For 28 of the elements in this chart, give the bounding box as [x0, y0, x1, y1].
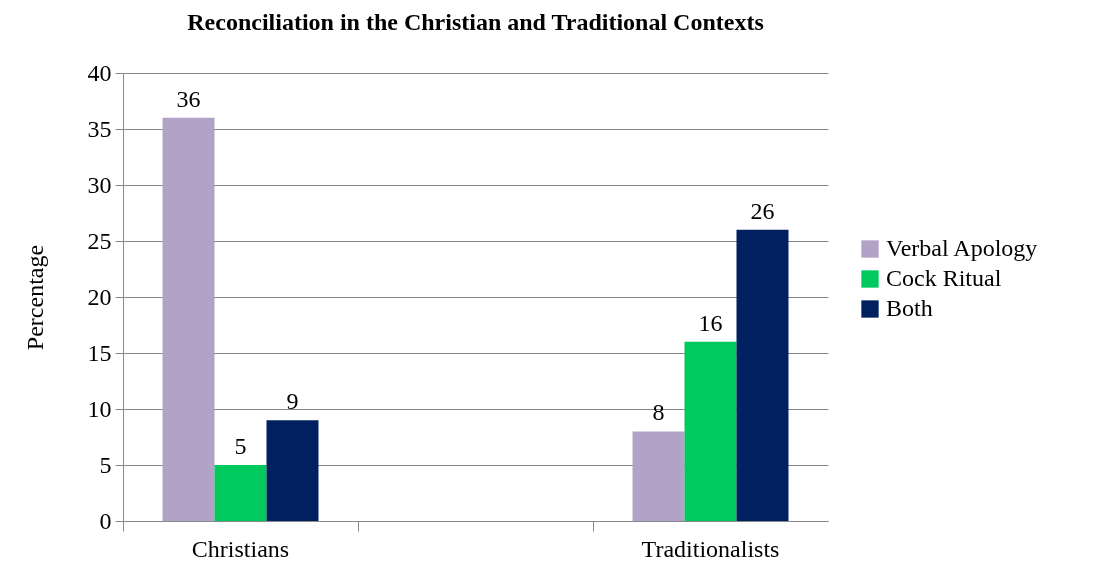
- bar: [632, 431, 685, 521]
- data-label: 26: [750, 197, 775, 224]
- x-tick-label: Traditionalists: [641, 535, 780, 562]
- y-tick-label: 20: [87, 283, 112, 310]
- data-label: 16: [698, 309, 723, 336]
- x-tick-label: Christians: [191, 535, 290, 562]
- legend-label: Verbal Apology: [886, 235, 1038, 261]
- bar: [736, 229, 789, 521]
- y-axis-title: Percentage: [21, 244, 48, 351]
- bar: [266, 420, 319, 521]
- data-label: 36: [176, 85, 201, 112]
- y-tick-label: 10: [87, 395, 112, 422]
- bar: [684, 341, 737, 521]
- y-tick-label: 5: [99, 451, 112, 478]
- chart-title: Reconciliation in the Christian and Traditional Contexts: [187, 9, 764, 35]
- data-label: 5: [234, 433, 247, 459]
- data-label: 8: [652, 399, 665, 426]
- y-tick-label: 30: [87, 171, 112, 198]
- y-tick-label: 35: [87, 115, 112, 142]
- data-label: 9: [286, 388, 299, 415]
- y-tick-label: 40: [87, 59, 112, 86]
- bar: [214, 465, 267, 521]
- y-tick-label: 15: [87, 339, 112, 366]
- legend-label: Both: [886, 295, 933, 321]
- y-tick-label: 25: [87, 227, 112, 254]
- y-tick-label: 0: [99, 507, 112, 534]
- legend-label: Cock Ritual: [886, 265, 1002, 291]
- bar: [162, 117, 215, 521]
